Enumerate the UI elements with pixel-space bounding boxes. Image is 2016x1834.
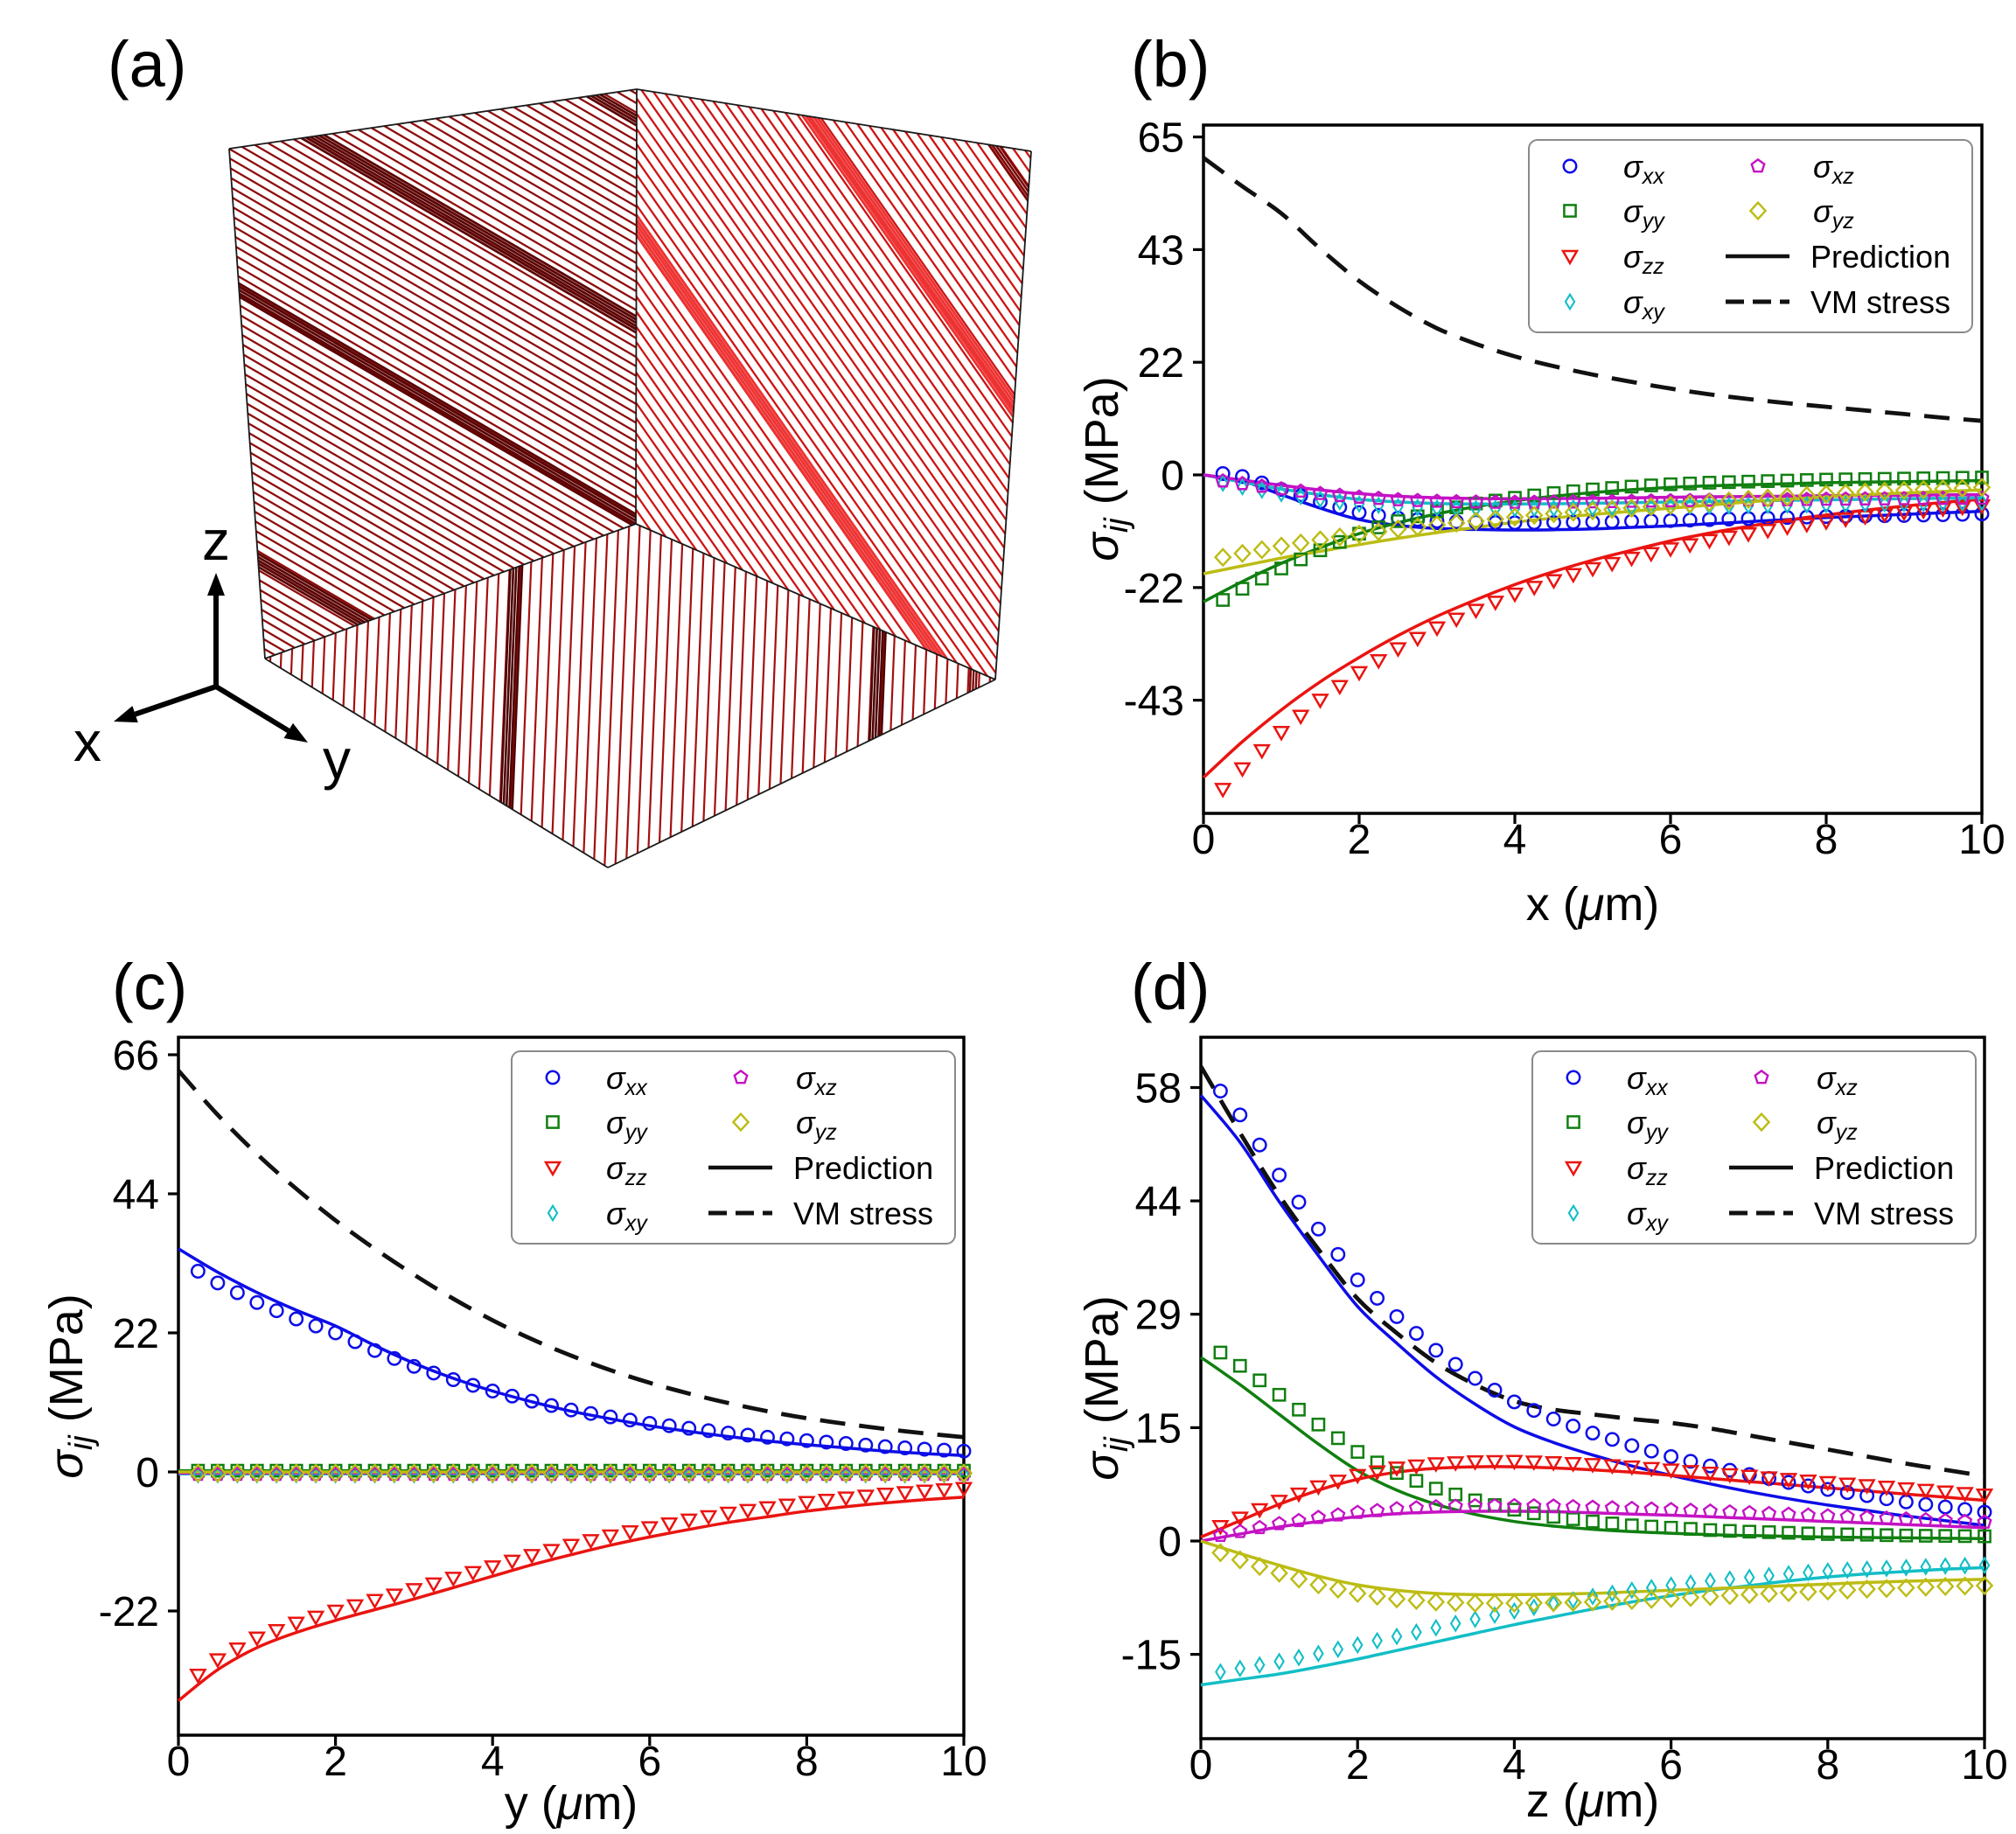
svg-text:10: 10 xyxy=(940,1739,987,1785)
svg-text:σij (MPa): σij (MPa) xyxy=(1076,1295,1135,1480)
svg-text:y: y xyxy=(323,728,351,791)
svg-text:10: 10 xyxy=(1958,817,2005,863)
svg-text:66: 66 xyxy=(113,1033,159,1079)
svg-text:Prediction: Prediction xyxy=(1814,1150,1954,1186)
svg-text:(a): (a) xyxy=(108,28,186,101)
svg-text:43: 43 xyxy=(1138,227,1184,274)
svg-text:z: z xyxy=(202,509,230,572)
svg-text:VM stress: VM stress xyxy=(793,1196,933,1231)
svg-text:-22: -22 xyxy=(1124,566,1184,612)
svg-text:6: 6 xyxy=(1659,1742,1683,1789)
svg-text:σij (MPa): σij (MPa) xyxy=(1076,376,1135,561)
svg-text:65: 65 xyxy=(1138,115,1184,162)
svg-text:0: 0 xyxy=(1158,1519,1182,1566)
svg-text:0: 0 xyxy=(1189,1742,1213,1789)
svg-text:0: 0 xyxy=(136,1450,159,1496)
svg-text:8: 8 xyxy=(1816,1742,1839,1789)
svg-text:44: 44 xyxy=(1135,1179,1182,1225)
svg-text:x: x xyxy=(73,710,101,773)
svg-text:VM stress: VM stress xyxy=(1810,284,1950,320)
svg-text:6: 6 xyxy=(638,1739,661,1785)
svg-text:22: 22 xyxy=(1138,340,1184,387)
svg-text:-15: -15 xyxy=(1121,1633,1182,1679)
svg-text:x (μm): x (μm) xyxy=(1526,878,1660,931)
svg-text:z (μm): z (μm) xyxy=(1526,1775,1660,1827)
svg-text:15: 15 xyxy=(1135,1405,1182,1452)
svg-text:4: 4 xyxy=(1503,817,1527,863)
svg-text:44: 44 xyxy=(113,1172,159,1218)
svg-text:-43: -43 xyxy=(1124,679,1184,725)
svg-text:0: 0 xyxy=(1192,817,1216,863)
svg-text:Prediction: Prediction xyxy=(793,1150,933,1186)
svg-text:σij (MPa): σij (MPa) xyxy=(40,1294,100,1478)
svg-text:10: 10 xyxy=(1961,1742,2007,1789)
svg-text:8: 8 xyxy=(1815,817,1838,863)
svg-text:(b): (b) xyxy=(1131,28,1210,101)
svg-text:4: 4 xyxy=(1503,1742,1526,1789)
svg-text:0: 0 xyxy=(167,1739,191,1785)
svg-text:y (μm): y (μm) xyxy=(505,1777,638,1830)
svg-text:6: 6 xyxy=(1659,817,1683,863)
svg-text:2: 2 xyxy=(1348,817,1371,863)
svg-text:29: 29 xyxy=(1135,1293,1182,1339)
svg-text:22: 22 xyxy=(113,1311,159,1357)
svg-text:-22: -22 xyxy=(99,1589,159,1635)
svg-text:0: 0 xyxy=(1161,453,1184,499)
svg-text:8: 8 xyxy=(795,1739,819,1785)
svg-text:2: 2 xyxy=(324,1739,347,1785)
svg-text:(d): (d) xyxy=(1131,951,1210,1023)
svg-text:Prediction: Prediction xyxy=(1810,239,1950,275)
svg-text:(c): (c) xyxy=(112,951,187,1023)
svg-text:VM stress: VM stress xyxy=(1814,1196,1954,1231)
svg-text:2: 2 xyxy=(1346,1742,1370,1789)
svg-text:4: 4 xyxy=(481,1739,505,1785)
svg-text:58: 58 xyxy=(1135,1066,1182,1112)
